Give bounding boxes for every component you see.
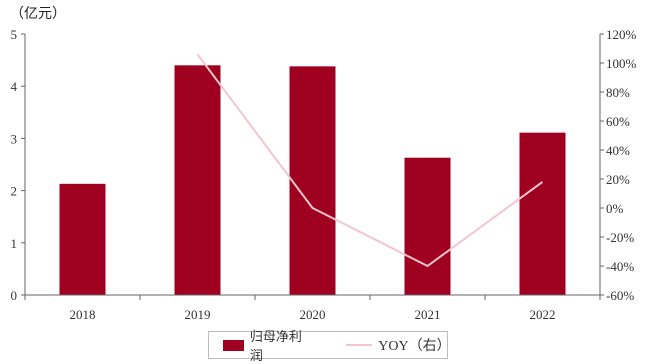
- legend: 归母净利润 YOY（右）: [208, 330, 451, 364]
- bar-2022: [519, 132, 566, 295]
- left-axis-unit-label: （亿元）: [10, 6, 66, 22]
- left-tick-label: 4: [11, 79, 18, 94]
- right-tick-label: 20%: [606, 172, 630, 187]
- x-tick-label: 2018: [70, 307, 96, 322]
- legend-label-profit: 归母净利润: [249, 330, 302, 364]
- legend-item-yoy: YOY（右）: [345, 335, 451, 355]
- legend-label-yoy: YOY（右）: [378, 339, 451, 354]
- legend-item-profit: 归母净利润: [223, 326, 312, 364]
- x-tick-label: 2022: [530, 307, 556, 322]
- x-tick-label: 2020: [300, 307, 326, 322]
- x-tick-label: 2021: [415, 307, 441, 322]
- bar-2020: [289, 66, 336, 295]
- right-tick-label: 60%: [606, 114, 630, 129]
- right-tick-label: -60%: [606, 288, 634, 303]
- yoy-line: [196, 53, 544, 268]
- bar-2018: [59, 183, 106, 295]
- right-tick-label: 100%: [606, 56, 637, 71]
- legend-swatch-bar: [223, 339, 244, 351]
- right-tick-label: 0%: [606, 201, 624, 216]
- left-tick-label: 3: [11, 131, 18, 146]
- axes-group: [24, 34, 601, 296]
- left-tick-label: 2: [11, 184, 18, 199]
- legend-swatch-line: [345, 344, 373, 346]
- bar-2021: [404, 157, 451, 295]
- right-tick-label: -40%: [606, 259, 634, 274]
- left-tick-label: 1: [11, 236, 18, 251]
- x-tick-label: 2019: [185, 307, 211, 322]
- bars-group: [59, 65, 566, 295]
- right-tick-label: 40%: [606, 143, 630, 158]
- right-tick-label: 120%: [606, 27, 637, 42]
- left-tick-label: 5: [11, 27, 18, 42]
- right-tick-label: 80%: [606, 85, 630, 100]
- left-tick-label: 0: [11, 288, 18, 303]
- bar-2019: [174, 65, 221, 295]
- ticks-group: 0 1 2 3 4 5 -60% -40% -20% 0% 20% 40% 60% 80% 100% 120%…: [11, 27, 637, 322]
- right-tick-label: -20%: [606, 230, 634, 245]
